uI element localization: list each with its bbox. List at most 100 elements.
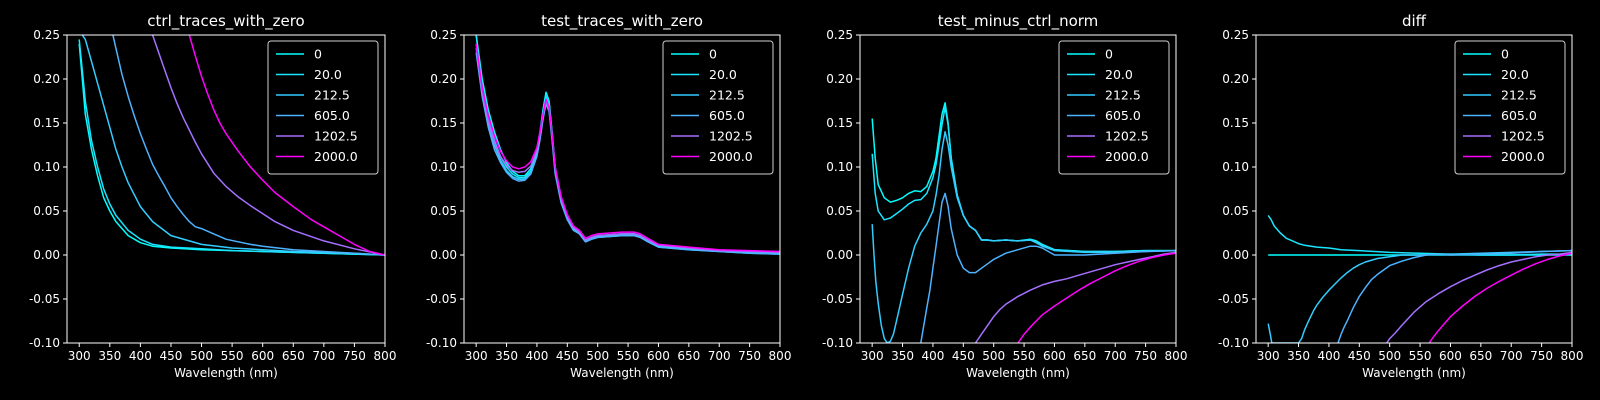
legend: 0 20.0 212.5 605.0 1202.5 2000.0 [267,40,379,175]
y-tick-label: 0.25 [33,28,60,42]
x-tick-label: 350 [1287,349,1310,363]
y-tick-label: 0.10 [1222,160,1249,174]
x-tick-label: 750 [1530,349,1553,363]
legend-label: 605.0 [709,108,745,123]
series-line-212.5 [871,131,1176,343]
legend: 0 20.0 212.5 605.0 1202.5 2000.0 [662,40,774,175]
series-group [78,35,385,256]
legend-label: 605.0 [1105,108,1141,123]
series-line-20.0 [78,39,385,256]
legend-label: 212.5 [314,88,350,103]
legend-label: 1202.5 [1501,129,1545,144]
legend-label: 20.0 [709,67,737,82]
x-tick-label: 650 [1073,349,1096,363]
x-tick-label: 550 [1409,349,1432,363]
x-axis-label: Wavelength (nm) [174,366,278,380]
y-tick-label: -0.10 [822,336,853,350]
series-group [475,35,780,255]
legend-label: 1202.5 [1105,129,1149,144]
legend-label: 2000.0 [1105,149,1149,164]
x-tick-label: 700 [708,349,731,363]
series-line-212.5 [81,35,385,256]
y-tick-label: 0.20 [33,72,60,86]
x-tick-label: 400 [129,349,152,363]
x-tick-label: 550 [617,349,640,363]
y-tick-label: 0.15 [430,116,457,130]
x-tick-label: 700 [1500,349,1523,363]
x-tick-label: 700 [1104,349,1127,363]
chart-title: test_minus_ctrl_norm [938,12,1099,31]
x-tick-label: 500 [1378,349,1401,363]
legend-label: 1202.5 [314,129,358,144]
legend-label: 212.5 [1501,88,1537,103]
x-tick-label: 500 [982,349,1005,363]
y-tick-label: 0.00 [1222,248,1249,262]
series-group [871,102,1176,343]
series-line-605.0 [920,192,1176,343]
x-tick-label: 400 [525,349,548,363]
y-tick-label: -0.05 [1218,292,1249,306]
y-tick-label: 0.05 [826,204,853,218]
x-tick-label: 650 [677,349,700,363]
y-tick-label: 0.15 [33,116,60,130]
chart-title: ctrl_traces_with_zero [147,12,304,31]
x-tick-label: 450 [952,349,975,363]
x-tick-label: 400 [1317,349,1340,363]
series-line-2000.0 [188,35,385,256]
x-tick-label: 350 [891,349,914,363]
axes-frame [1255,34,1573,344]
y-tick-label: -0.10 [29,336,60,350]
x-tick-label: 450 [1348,349,1371,363]
legend: 0 20.0 212.5 605.0 1202.5 2000.0 [1454,40,1566,175]
series-line-1202.5 [1386,251,1572,343]
axes-frame [859,34,1177,344]
x-tick-label: 500 [586,349,609,363]
x-axis-label: Wavelength (nm) [570,366,674,380]
legend-label: 605.0 [1501,108,1537,123]
y-tick-label: 0.25 [430,28,457,42]
y-tick-label: 0.15 [826,116,853,130]
legend-label: 0 [314,47,322,62]
y-tick-label: 0.05 [1222,204,1249,218]
legend-label: 2000.0 [1501,149,1545,164]
series-line-605.0 [112,35,385,256]
x-tick-label: 650 [1469,349,1492,363]
chart-title: diff [1402,12,1427,30]
legend-label: 20.0 [1501,67,1529,82]
series-line-20.0 [1267,214,1572,256]
legend-label: 0 [709,47,717,62]
legend-label: 20.0 [1105,67,1133,82]
series-line-212.5 [1267,249,1572,343]
legend-label: 212.5 [1105,88,1141,103]
legend-label: 1202.5 [709,129,753,144]
axes-frame [66,34,386,344]
x-tick-label: 800 [1561,349,1584,363]
legend-label: 0 [1105,47,1113,62]
chart-title: test_traces_with_zero [541,12,703,31]
chart-panel-4: 300 350 400 450 500 550 600 650 700 750 800 -0.10 -0… [1218,12,1584,380]
legend-label: 212.5 [709,88,745,103]
series-line-2000.0 [475,43,780,253]
x-tick-label: 600 [1043,349,1066,363]
y-tick-label: 0.20 [430,72,457,86]
x-tick-label: 550 [1013,349,1036,363]
y-tick-label: 0.10 [826,160,853,174]
x-tick-label: 750 [1134,349,1157,363]
series-line-20.0 [871,106,1176,253]
x-axis-label: Wavelength (nm) [966,366,1070,380]
chart-panel-1: 300 350 400 450 500 550 600 650 700 750 800 -0.10 -0… [29,12,397,380]
series-line-2000.0 [1017,252,1176,343]
x-tick-label: 800 [769,349,792,363]
x-tick-label: 450 [556,349,579,363]
y-tick-label: 0.00 [826,248,853,262]
x-axis-label: Wavelength (nm) [1362,366,1466,380]
x-tick-label: 400 [921,349,944,363]
x-tick-label: 600 [1439,349,1462,363]
y-tick-label: 0.20 [1222,72,1249,86]
x-tick-label: 500 [190,349,213,363]
legend-label: 2000.0 [314,149,358,164]
y-tick-label: -0.05 [29,292,60,306]
x-tick-label: 450 [160,349,183,363]
x-tick-label: 350 [495,349,518,363]
x-tick-label: 350 [98,349,121,363]
